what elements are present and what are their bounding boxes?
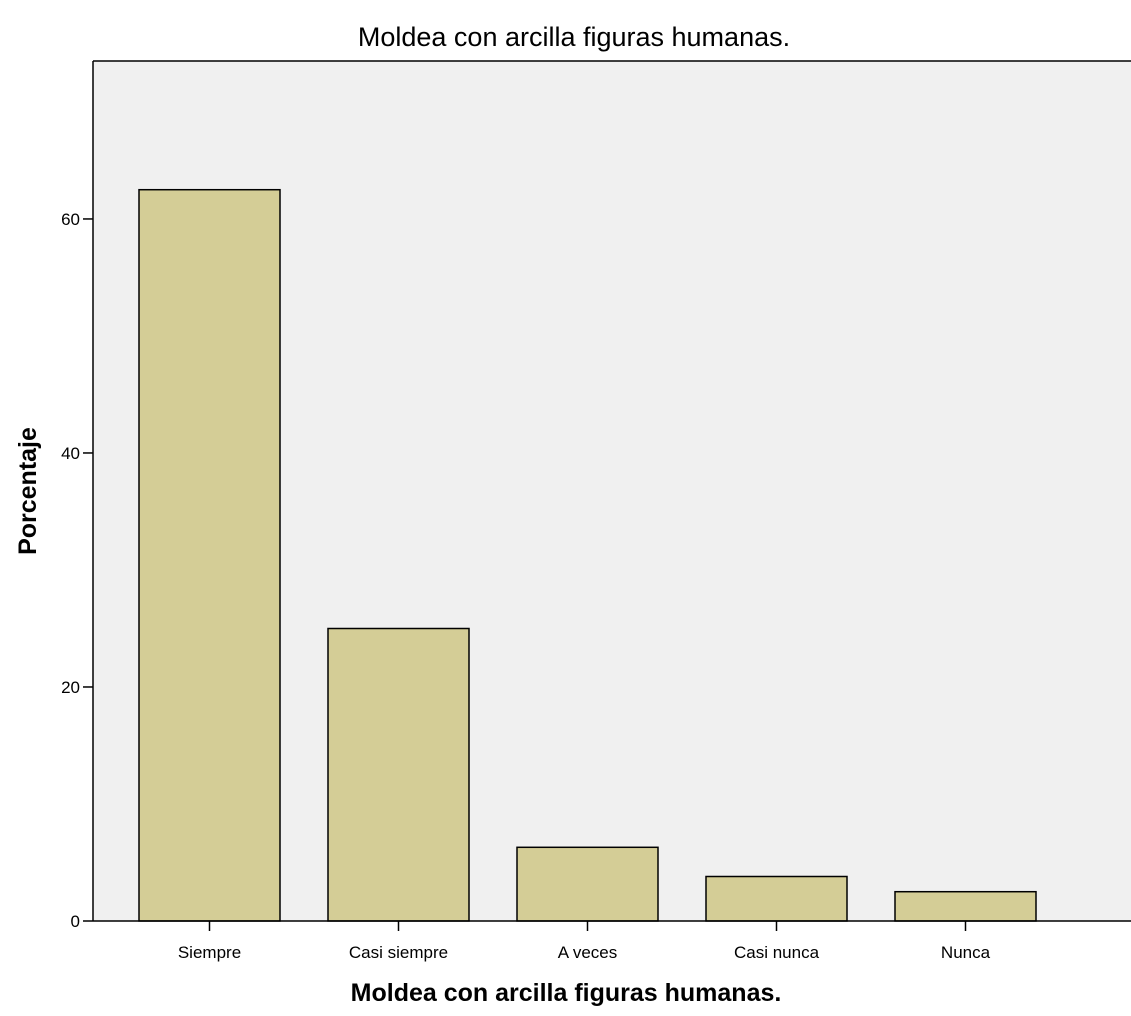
bar-casi-siempre bbox=[327, 627, 470, 922]
x-tick-label: Siempre bbox=[178, 943, 241, 962]
bar-nunca bbox=[894, 890, 1037, 922]
bar-siempre bbox=[138, 188, 281, 922]
y-axis-label: Porcentaje bbox=[14, 427, 42, 555]
y-tick-label: 20 bbox=[61, 678, 80, 697]
bar-casi-nunca bbox=[705, 875, 848, 922]
chart-title: Moldea con arcilla figuras humanas. bbox=[358, 22, 790, 52]
y-tick-label: 40 bbox=[61, 444, 80, 463]
x-tick-label: Casi nunca bbox=[734, 943, 820, 962]
bars-layer bbox=[138, 188, 1037, 922]
x-axis-label: Moldea con arcilla figuras humanas. bbox=[351, 979, 782, 1007]
bar-a-veces bbox=[516, 846, 659, 922]
y-tick-label: 60 bbox=[61, 210, 80, 229]
y-tick-label: 0 bbox=[71, 912, 80, 931]
x-axis: Siempre Casi siempre A veces Casi nunca Nunc… bbox=[93, 920, 1131, 962]
x-tick-label: Casi siempre bbox=[349, 943, 448, 962]
y-axis: 0 20 40 60 bbox=[61, 60, 1131, 931]
x-tick-label: Nunca bbox=[941, 943, 991, 962]
x-tick-label: A veces bbox=[558, 943, 618, 962]
